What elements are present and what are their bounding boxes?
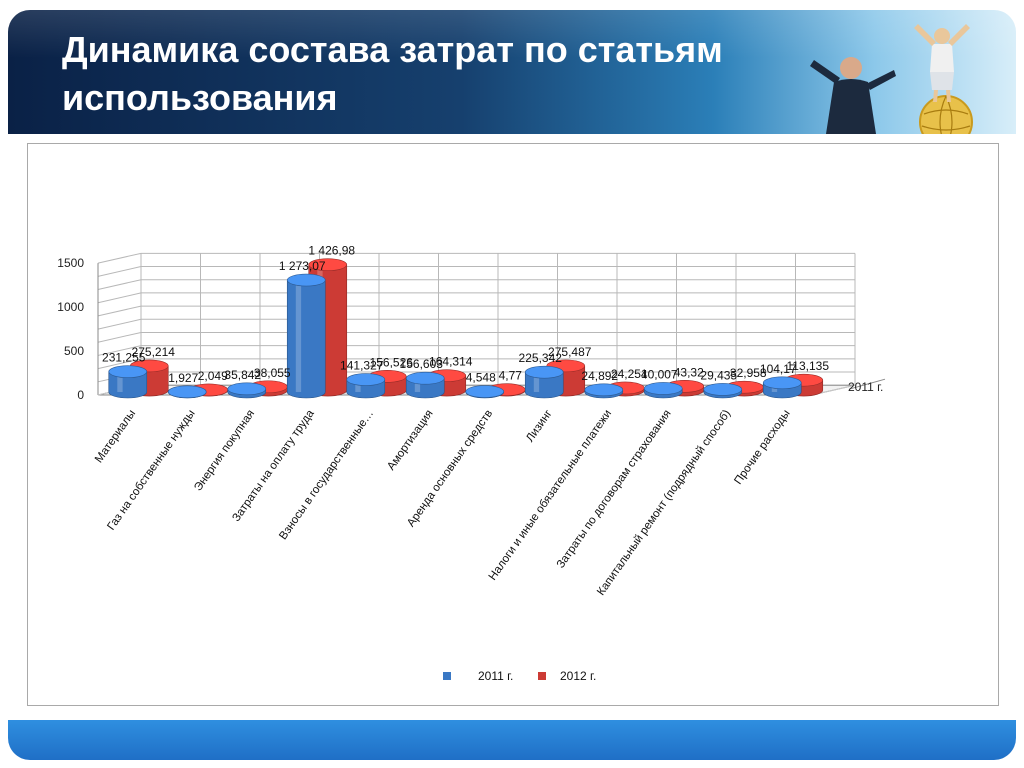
data-label-2011: 231,255 [102, 351, 146, 365]
bar-2011-4-top [286, 273, 326, 287]
bar-2011-10-top [643, 382, 683, 395]
category-label: Материалы [93, 408, 138, 465]
bar-2012-4-top [308, 258, 348, 271]
data-label-2012: 4,77 [499, 369, 523, 383]
y-tick-label: 0 [77, 388, 84, 402]
bar-2011-9 [584, 383, 624, 399]
y-tick-label: 1000 [57, 300, 84, 314]
data-label-2012: 38,055 [254, 366, 291, 380]
data-label-2011: 40,007 [641, 367, 678, 381]
bar-2011-8-body [524, 371, 564, 399]
data-label-2012: 1 426,98 [308, 244, 355, 258]
data-label-2011: 1,927 [168, 371, 198, 385]
gridline-side [97, 318, 142, 330]
bar-2011-10 [643, 382, 683, 399]
category-label: Энергия покупная [192, 408, 257, 494]
category-label: Налоги и иные обязательные платежи [487, 408, 614, 583]
category-label: Прочие расходы [732, 408, 792, 487]
bar-2011-4-highlight [295, 280, 302, 392]
gridline-side [97, 266, 142, 277]
header-illustration [810, 24, 973, 134]
bar-2011-3-top [227, 382, 267, 396]
bar-2011-5-highlight [355, 379, 361, 392]
category-label: Затраты по договорам страхования [555, 408, 674, 571]
data-label-2012: 43,32 [674, 365, 704, 379]
data-label-2012: 164,314 [429, 355, 473, 369]
y-tick-label: 1500 [57, 256, 84, 270]
header-shine [8, 10, 1016, 58]
gridline-side [97, 358, 142, 370]
data-label-2011: 24,892 [581, 369, 618, 383]
bar-2011-12 [762, 376, 802, 399]
gridline-side [97, 252, 142, 264]
legend-swatch-2012 [538, 672, 546, 680]
bar-2011-7-top [465, 385, 505, 398]
depth-axis-label: 2011 г. [848, 380, 883, 394]
data-label-2012: 24,251 [611, 367, 648, 381]
chart-bars [108, 258, 824, 399]
bar-2011-11-top [703, 383, 743, 396]
data-label-2011: 104,17 [760, 362, 797, 376]
legend-label-2012: 2012 г. [560, 669, 596, 683]
gridline-side [97, 305, 142, 317]
legend-swatch-2011 [443, 672, 451, 680]
data-label-2011: 156,603 [400, 357, 444, 371]
gridline-side [97, 345, 142, 356]
data-label-2011: 35,842 [224, 368, 261, 382]
data-label-2012: 2,049 [198, 369, 228, 383]
gridline-side [97, 279, 142, 291]
bar-2011-6-highlight [414, 378, 421, 392]
slide-header: Динамика состава затрат по статьям испол… [8, 10, 1016, 134]
bar-2011-5-top [346, 373, 386, 386]
data-label-2012: 32,958 [730, 366, 767, 380]
category-label: Лизинг [524, 408, 555, 445]
chart-legend: 2011 г. 2012 г. [443, 669, 596, 683]
bar-2011-8 [524, 365, 564, 399]
businessman-figure [810, 57, 896, 134]
bar-2011-7 [465, 385, 505, 399]
gridline-side [97, 292, 142, 304]
bar-2011-4 [286, 273, 326, 399]
data-label-2012: 113,135 [787, 359, 830, 373]
bar-2011-8-highlight [533, 372, 540, 392]
bar-2011-11 [703, 383, 743, 399]
depth-axis-line [848, 378, 886, 390]
bar-2011-2 [167, 385, 207, 399]
businesswoman-figure [914, 24, 970, 102]
data-label-2011: 4,548 [466, 371, 496, 385]
bar-2011-1-highlight [117, 371, 123, 392]
bar-2011-1-body [108, 371, 148, 399]
data-label-2011: 1 273,07 [279, 259, 326, 273]
bar-2011-3 [227, 382, 267, 399]
bar-2011-2-top [167, 385, 207, 399]
bar-2011-1 [108, 365, 148, 399]
bar-2011-4-body [286, 279, 326, 399]
category-label: Амортизация [385, 408, 435, 473]
gridline-side [97, 331, 142, 343]
bar-2011-8-top [524, 365, 564, 379]
bar-2011-5 [346, 373, 386, 399]
legend-label-2011: 2011 г. [478, 669, 513, 683]
slide-title: Динамика состава затрат по статьям испол… [62, 29, 723, 118]
bar-2011-1-top [108, 365, 148, 378]
data-label-2011: 225,342 [519, 351, 563, 365]
bar-2011-9-top [584, 383, 624, 397]
bar-2011-12-top [762, 376, 802, 390]
data-label-2012: 275,487 [548, 345, 592, 359]
chart-frame: 0 500 1000 1500 2011 г. 275,214 231,255 2,049 1,… [27, 143, 999, 706]
data-label-2012: 156,526 [370, 355, 414, 369]
data-label-2011: 29,435 [700, 368, 737, 382]
category-label: Капитальный ремонт (подрядный способ) [595, 408, 733, 598]
slide-footer [8, 720, 1016, 760]
data-label-2011: 141,327 [340, 359, 384, 373]
bar-2011-6-top [405, 371, 445, 385]
bar-2011-6 [405, 371, 445, 399]
y-tick-label: 500 [64, 344, 84, 358]
data-label-2012: 275,214 [132, 345, 176, 359]
